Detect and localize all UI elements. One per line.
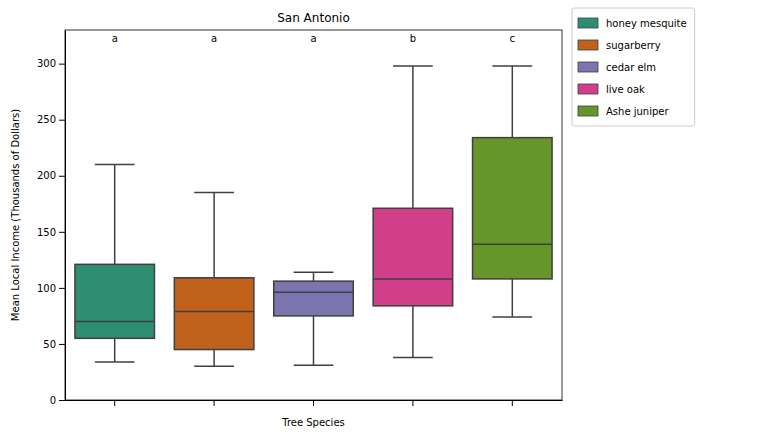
y-tick: 0 [50, 395, 65, 406]
whisker-high [512, 66, 514, 138]
y-tick-mark [59, 400, 65, 401]
y-tick-label: 300 [37, 58, 56, 69]
box [373, 208, 453, 306]
annotation: b [410, 33, 416, 44]
y-tick-label: 250 [37, 114, 56, 125]
annotation: a [310, 33, 316, 44]
title: San Antonio [277, 11, 350, 25]
box-group [473, 66, 553, 317]
box-group [75, 165, 155, 362]
x-tick [214, 400, 215, 406]
whisker-low [213, 350, 215, 367]
y-tick-label: 100 [37, 283, 56, 294]
x-label: Tree Species [281, 417, 345, 428]
cap-low [492, 316, 532, 318]
y-tick-mark [59, 344, 65, 345]
legend-swatch [578, 62, 598, 72]
legend: honey mesquite sugarberry cedar elm live oa… [572, 8, 695, 126]
y-label: Mean Local Income (Thousands of Dollars) [10, 109, 21, 321]
legend-swatch [578, 84, 598, 94]
legend-frame [572, 8, 695, 126]
median [174, 311, 254, 313]
annotation: a [211, 33, 217, 44]
box [274, 281, 354, 316]
x-tick-mark [412, 400, 413, 406]
y-tick-mark [59, 288, 65, 289]
legend-label: Ashe juniper [606, 106, 669, 117]
y-tick-label: 50 [43, 339, 56, 350]
frame [65, 30, 562, 400]
y-tick-label: 200 [37, 170, 56, 181]
whisker-high [313, 272, 315, 281]
whisker-low [114, 338, 116, 362]
x-tick-mark [512, 400, 513, 406]
cap-high [393, 65, 433, 67]
box-group [174, 193, 254, 367]
whisker-low [313, 316, 315, 365]
legend-label: sugarberry [606, 40, 661, 51]
y-tick-mark [59, 176, 65, 177]
box [473, 138, 553, 279]
y-tick: 250 [37, 114, 65, 125]
y-tick-mark [59, 120, 65, 121]
y-tick-mark [59, 232, 65, 233]
box-group [373, 66, 453, 358]
box-group [274, 272, 354, 365]
whisker-high [412, 66, 414, 208]
whisker-high [213, 193, 215, 278]
legend-label: honey mesquite [606, 18, 687, 29]
annotation: a [112, 33, 118, 44]
y-tick: 150 [37, 227, 65, 238]
legend-swatch [578, 106, 598, 116]
y-tick-mark [59, 64, 65, 65]
y-tick-label: 0 [50, 395, 56, 406]
chart: a a a b c 0 50 100 150 200 250 300 San Antonio Tree S… [0, 0, 762, 439]
annotation: c [510, 33, 516, 44]
y-axis: 0 50 100 150 200 250 300 [37, 31, 66, 406]
whisker-low [412, 306, 414, 358]
whisker-high [114, 165, 116, 265]
cap-high [492, 65, 532, 67]
plot-area: a a a b c 0 50 100 150 200 250 300 [37, 30, 563, 406]
x-tick [313, 400, 314, 406]
y-tick: 300 [37, 58, 65, 69]
cap-high [194, 192, 234, 194]
legend-label: live oak [606, 84, 645, 95]
y-tick: 50 [43, 339, 65, 350]
median [373, 278, 453, 280]
y-tick-label: 150 [37, 227, 56, 238]
x-axis [66, 400, 563, 406]
cap-low [95, 361, 135, 363]
y-tick: 200 [37, 170, 65, 181]
box [75, 264, 155, 338]
median [274, 292, 354, 294]
cap-high [294, 271, 334, 273]
x-tick-mark [214, 400, 215, 406]
boxes [75, 66, 552, 366]
x-tick-mark [114, 400, 115, 406]
cap-high [95, 164, 135, 166]
legend-swatch [578, 40, 598, 50]
cap-low [194, 366, 234, 368]
median [473, 243, 553, 245]
box [174, 278, 254, 350]
cap-low [393, 357, 433, 359]
x-tick-mark [313, 400, 314, 406]
x-tick [412, 400, 413, 406]
cap-low [294, 364, 334, 366]
whisker-low [512, 279, 514, 317]
y-tick: 100 [37, 283, 65, 294]
median [75, 321, 155, 323]
legend-label: cedar elm [606, 62, 656, 73]
x-tick [114, 400, 115, 406]
legend-swatch [578, 18, 598, 28]
x-tick [512, 400, 513, 406]
